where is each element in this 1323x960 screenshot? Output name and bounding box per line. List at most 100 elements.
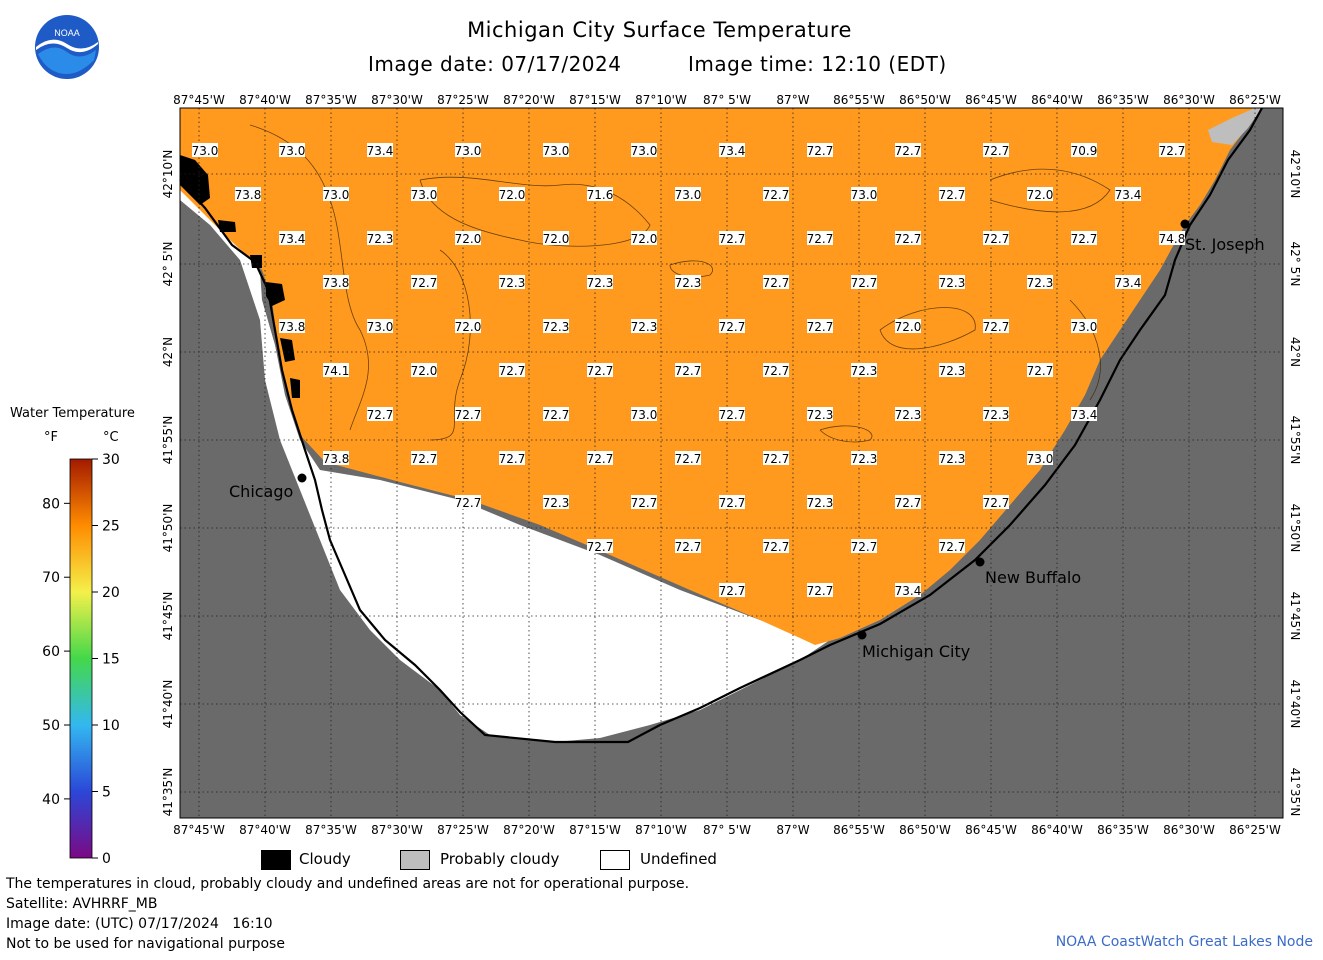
footer-note: The temperatures in cloud, probably clou… [6,876,690,892]
temp-label-bg [895,407,921,421]
temp-label-bg [895,583,921,597]
isotherm [989,168,1111,213]
temp-label-bg [851,275,877,289]
temp-label-bg [587,187,613,201]
cloudy-label: Cloudy [299,850,351,868]
city-marker [975,557,985,567]
temp-label: 74.1 [323,364,350,378]
temp-label-bg [367,407,393,421]
lon-label-bottom: 86°25'W [1229,823,1281,837]
lon-label-top: 87°30'W [371,93,423,107]
temp-label-bg [675,187,701,201]
lon-label-top: 87°10'W [635,93,687,107]
temp-label-bg [1071,407,1097,421]
legend-c-unit: °C [103,430,119,445]
temp-label: 72.7 [763,540,790,554]
temp-label-bg [499,363,525,377]
temp-label: 72.7 [983,144,1010,158]
temp-label-bg [279,231,305,245]
temp-label: 72.3 [807,496,834,510]
lat-label-right: 41°50'N [1288,504,1302,553]
temp-label: 72.7 [719,584,746,598]
undefined-swatch [600,850,630,870]
lon-label-top: 86°50'W [899,93,951,107]
temp-label-bg [279,319,305,333]
temp-label-bg [323,187,349,201]
temp-label: 72.7 [719,232,746,246]
noaa-logo: NOAA [35,15,99,79]
temp-label-bg [675,363,701,377]
temp-label-bg [587,451,613,465]
lat-label-right: 42°10'N [1288,150,1302,199]
temp-label: 72.3 [675,276,702,290]
temp-label-bg [367,231,393,245]
temp-label: 72.0 [455,232,482,246]
temp-label: 72.7 [455,408,482,422]
logo-text: NOAA [54,28,80,38]
temp-label: 73.4 [1115,188,1142,202]
lat-label-right: 41°40'N [1288,680,1302,729]
temp-label: 72.7 [675,452,702,466]
temp-label-bg [851,451,877,465]
lat-label-right: 41°35'N [1288,768,1302,817]
temp-label-bg [455,319,481,333]
temp-label-bg [763,451,789,465]
temp-label: 73.4 [1115,276,1142,290]
temp-label: 72.7 [675,540,702,554]
f-tick-label: 50 [42,718,60,734]
temp-label-bg [499,451,525,465]
city-marker [297,473,307,483]
legend-title: Water Temperature [10,406,135,421]
isotherm [879,307,976,350]
temp-label-bg [719,319,745,333]
temp-label: 72.0 [499,188,526,202]
temp-label: 72.7 [983,320,1010,334]
temp-label-bg [323,451,349,465]
temp-label-bg [807,231,833,245]
temp-label-bg [1027,187,1053,201]
temp-label-bg [323,275,349,289]
temp-label: 73.0 [367,320,394,334]
temp-label-bg [895,495,921,509]
f-tick-label: 80 [42,496,60,512]
c-tick-label: 30 [102,452,120,468]
temp-label: 72.7 [939,188,966,202]
temp-label: 72.3 [499,276,526,290]
temp-label: 72.7 [983,496,1010,510]
temp-label-bg [895,143,921,157]
temp-label: 72.3 [543,320,570,334]
temp-label-bg [323,363,349,377]
temp-label: 72.7 [895,232,922,246]
temp-label-bg [587,363,613,377]
temp-label: 72.7 [763,188,790,202]
city-label-new-buffalo: New Buffalo [985,568,1081,587]
temp-label: 72.3 [983,408,1010,422]
isotherm [429,249,471,441]
city-label-chicago: Chicago [229,482,293,501]
city-marker [1180,219,1190,229]
temp-label-bg [983,319,1009,333]
lon-label-bottom: 86°30'W [1163,823,1215,837]
temp-label: 72.7 [587,452,614,466]
temp-label-bg [939,363,965,377]
temp-label: 73.4 [279,232,306,246]
temp-label-bg [675,451,701,465]
lon-label-top: 86°55'W [833,93,885,107]
lon-label-top: 86°25'W [1229,93,1281,107]
lon-label-bottom: 86°55'W [833,823,885,837]
temp-label-bg [543,407,569,421]
footer-utc-date: Image date: (UTC) 07/17/2024 16:10 [6,916,273,932]
temp-label-bg [631,231,657,245]
temp-label-bg [763,187,789,201]
lon-label-top: 86°30'W [1163,93,1215,107]
temp-label-bg [939,451,965,465]
footer-nav: Not to be used for navigational purpose [6,936,285,952]
lon-label-top: 87°20'W [503,93,555,107]
temp-label: 73.0 [631,408,658,422]
temp-label: 72.0 [895,320,922,334]
temp-label: 72.3 [939,452,966,466]
temp-label: 72.7 [675,364,702,378]
temp-label: 72.3 [939,276,966,290]
lon-label-bottom: 86°40'W [1031,823,1083,837]
temp-label: 73.8 [323,276,350,290]
